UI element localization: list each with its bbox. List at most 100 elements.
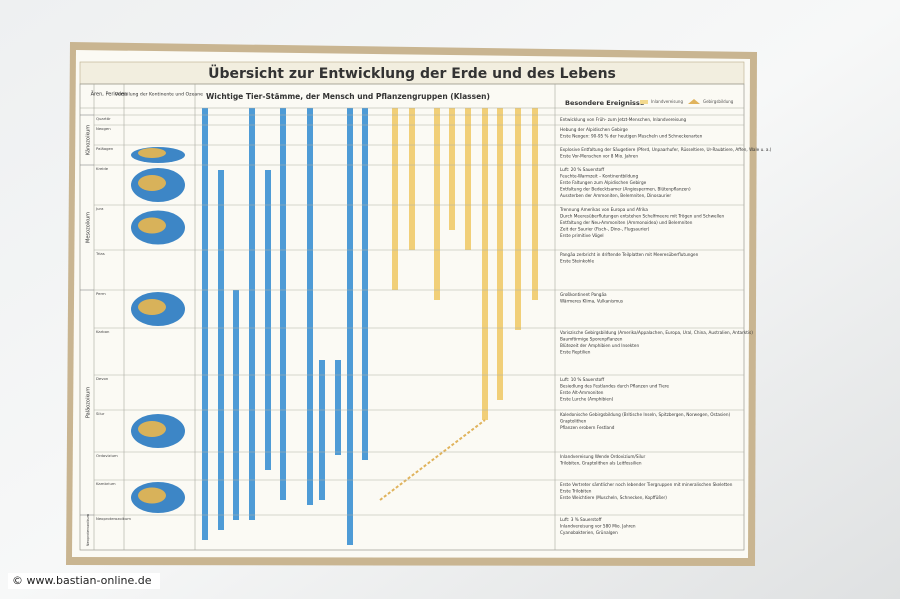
event-text: Großkontinent Pangäa [560, 292, 607, 297]
period-name: Neogen [96, 126, 111, 131]
blue-bar [319, 360, 325, 500]
period-name: Neoproterozoikum [96, 516, 131, 521]
period-name: Perm [96, 291, 106, 296]
event-text: Cyanobakterien, Grünalgen [560, 530, 618, 535]
poster-title: Übersicht zur Entwicklung der Erde und d… [208, 64, 616, 82]
yellow-bar [482, 108, 488, 420]
period-name: Quartär [96, 116, 111, 121]
period-name: Jura [95, 206, 103, 211]
event-text: Blütezeit der Amphibien und Insekten [560, 343, 639, 348]
header-continents: Verteilung der Kontinente und Ozeane [115, 92, 203, 98]
event-text: Pflanzen erobern Festland [560, 425, 615, 430]
event-text: Graptolithen [560, 419, 587, 424]
table-border [79, 83, 745, 551]
event-text: Entfaltung der Neu-Ammoniten (Ammonoidea… [560, 220, 693, 225]
watermark-box [8, 573, 160, 589]
yellow-bar [449, 108, 455, 230]
event-text: Kaledonische Gebirgsbildung (Britische I… [560, 412, 730, 417]
legend-swatch-ice [640, 100, 648, 104]
event-text: Aussterben der Ammoniten, Belemniten, Di… [560, 193, 671, 198]
period-name: Trias [95, 251, 105, 256]
event-text: Variszische Gebirgsbildung (Amerika/Appa… [560, 330, 753, 335]
event-text: Trilobiten, Graptolithen als Leitfossili… [559, 461, 642, 466]
event-text: Entfaltung der Bedecktsamer (Angiosperme… [560, 187, 691, 192]
blue-bar [335, 360, 341, 455]
blue-bar [280, 108, 286, 500]
period-name: Kambrium [96, 481, 116, 486]
yellow-bar [409, 108, 415, 250]
header-events: Besondere Ereignisse [565, 99, 645, 107]
yellow-bar [392, 108, 398, 290]
legend-label: Inlandvereisung [651, 99, 683, 104]
dotted-link [379, 419, 486, 501]
continent [138, 175, 166, 191]
era-name: Paläozoikum [86, 387, 92, 418]
event-text: Erste Lurche (Amphibien) [560, 397, 614, 402]
event-text: Luft: 10 % Sauerstoff [560, 377, 604, 382]
watermark: © www.bastian-online.de [12, 574, 152, 587]
event-text: Erste Reptilien [560, 350, 591, 355]
blue-bar [362, 108, 368, 460]
event-text: Erste Trilobiten [560, 489, 592, 494]
event-text: Erste primitive Vögel [560, 233, 604, 238]
period-name: Devon [96, 376, 109, 381]
yellow-bar [465, 108, 471, 250]
event-text: Trennung Amerikas von Europa und Afrika [559, 207, 648, 212]
yellow-bar [515, 108, 521, 330]
continent [138, 148, 166, 158]
event-text: Zeit der Saurier (Fisch-, Dino-, Flugsau… [560, 227, 650, 232]
event-text: Luft: 20 % Sauerstoff [560, 167, 604, 172]
period-name: Silur [96, 411, 105, 416]
legend-label: Gebirgsbildung [703, 99, 734, 104]
event-text: Erste Vertreter sämtlicher noch lebender… [560, 482, 733, 487]
event-text: Erste Weichtiere (Muscheln, Schnecken, K… [560, 495, 667, 500]
blue-bar [265, 170, 271, 470]
column-lines [93, 84, 556, 550]
header-periods: Ären, Perioden [91, 91, 128, 98]
blue-bar [233, 290, 239, 520]
period-name: Paläogen [96, 146, 114, 151]
event-text: Pangäa zerbricht in driftende Teilplatte… [560, 252, 699, 257]
event-text: Durch Meeresüberflutungen entstehen Sche… [560, 214, 724, 219]
legend-swatch-mountain [688, 99, 700, 104]
event-text: Besiedlung des Festlandes durch Pflanzen… [560, 384, 669, 389]
event-text: Baumförmige Sporenpflanzen [560, 337, 623, 342]
header-life: Wichtige Tier-Stämme, der Mensch und Pfl… [206, 92, 490, 101]
lineage-bars [202, 108, 538, 545]
yellow-bar [497, 108, 503, 400]
event-text: Erste Faltungen zum Alpidischen Gebirge [560, 180, 647, 185]
era-name: Känozoikum [86, 125, 92, 155]
period-name: Kreide [96, 166, 109, 171]
period-name: Karbon [96, 329, 110, 334]
event-text: Wärmeres Klima, Vulkanismus [560, 299, 623, 304]
blue-bar [347, 108, 353, 545]
blue-bar [202, 108, 208, 540]
era-name: Neoproterozoikum [86, 513, 90, 546]
event-text: Erste Alt-Ammoniten [560, 390, 604, 395]
continent [138, 299, 166, 315]
event-text: Entwicklung von Früh- zum Jetzt-Menschen… [560, 117, 687, 122]
event-text: Erste Neogen: 90-95 % der heutigen Musch… [560, 134, 703, 139]
table-rows: Quartär Entwicklung von Früh- zum Jetzt-M… [80, 107, 772, 546]
blue-bar [218, 170, 224, 530]
event-text: Hebung der Alpidischen Gebirge [560, 127, 628, 132]
event-text: Erste Vor-Menschen vor 8 Mio. Jahren [560, 154, 638, 159]
period-name: Ordovizium [96, 453, 118, 458]
yellow-bar [532, 108, 538, 300]
continent [138, 421, 166, 437]
era-name: Mesozoikum [86, 212, 92, 243]
yellow-bar [434, 108, 440, 300]
event-text: Luft: 3 % Sauerstoff [560, 517, 602, 522]
continent [138, 217, 166, 234]
event-text: Inlandvereisung Wende Ordovizium/Silur [560, 454, 645, 459]
event-text: Explosive Entfaltung der Säugetiere (Pfe… [560, 147, 772, 152]
blue-bar [307, 108, 313, 505]
event-text: Inlandvereisung vor 580 Mio. Jahren [560, 524, 636, 529]
poster [72, 50, 750, 558]
blue-bar [249, 108, 255, 520]
continent [138, 487, 166, 504]
event-text: Erste Steinkohle [560, 259, 594, 264]
event-text: Feuchte-Warmzeit – Kontinentbildung [560, 174, 638, 179]
